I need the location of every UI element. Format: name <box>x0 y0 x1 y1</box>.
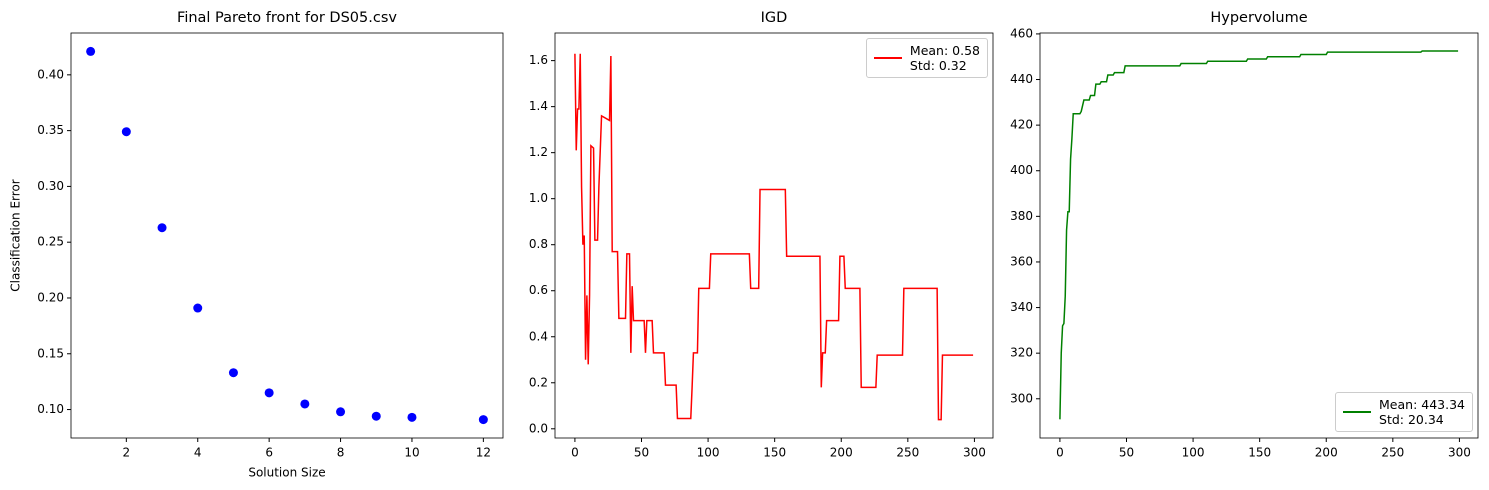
x-tick-label: 250 <box>896 446 919 460</box>
y-tick-label: 1.6 <box>529 53 548 67</box>
x-tick-label: 300 <box>963 446 986 460</box>
x-axis-label: Solution Size <box>248 466 325 480</box>
y-tick-label: 400 <box>1010 163 1033 177</box>
point <box>157 223 167 233</box>
y-tick-label: 0.25 <box>37 235 64 249</box>
x-tick-label: 150 <box>763 446 786 460</box>
y-tick-label: 0.15 <box>37 346 64 360</box>
y-tick-label: 0.30 <box>37 179 64 193</box>
y-tick-label: 0.0 <box>529 421 548 435</box>
point <box>300 399 310 409</box>
y-tick-label: 1.2 <box>529 145 548 159</box>
y-tick-label: 320 <box>1010 346 1033 360</box>
y-tick-label: 0.6 <box>529 283 548 297</box>
x-tick-label: 12 <box>476 446 491 460</box>
axes-frame <box>70 32 504 439</box>
y-tick-label: 300 <box>1010 391 1033 405</box>
y-tick-label: 360 <box>1010 254 1033 268</box>
x-tick-label: 8 <box>337 446 345 460</box>
legend: Mean: 0.58 Std: 0.32 <box>865 38 988 78</box>
y-tick-label: 1.0 <box>529 191 548 205</box>
y-tick-label: 0.20 <box>37 290 64 304</box>
legend-swatch <box>873 57 902 59</box>
x-tick-label: 6 <box>265 446 273 460</box>
chart-title: Final Pareto front for DS05.csv <box>177 10 397 26</box>
point <box>478 415 488 425</box>
y-tick-label: 0.35 <box>37 123 64 137</box>
chart-title: IGD <box>761 10 788 26</box>
y-tick-label: 340 <box>1010 300 1033 314</box>
axes-frame <box>1039 32 1479 439</box>
y-tick-label: 420 <box>1010 118 1033 132</box>
point <box>371 411 381 421</box>
legend-label: Mean: 443.34 Std: 20.34 <box>1379 397 1465 427</box>
y-tick-label: 460 <box>1010 26 1033 40</box>
point <box>121 127 131 137</box>
legend: Mean: 443.34 Std: 20.34 <box>1335 392 1473 432</box>
y-tick-label: 440 <box>1010 72 1033 86</box>
x-tick-label: 250 <box>1381 446 1404 460</box>
x-tick-label: 150 <box>1248 446 1271 460</box>
point <box>336 407 346 417</box>
x-tick-label: 300 <box>1448 446 1471 460</box>
point <box>193 303 203 313</box>
y-tick-label: 0.2 <box>529 375 548 389</box>
x-tick-label: 2 <box>123 446 131 460</box>
y-tick-label: 380 <box>1010 209 1033 223</box>
legend-label: Mean: 0.58 Std: 0.32 <box>909 43 980 73</box>
x-tick-label: 100 <box>697 446 720 460</box>
y-tick-label: 0.8 <box>529 237 548 251</box>
point <box>86 46 96 56</box>
point <box>407 412 417 422</box>
x-tick-label: 0 <box>1056 446 1064 460</box>
point <box>228 368 238 378</box>
y-axis-label: Classification Error <box>9 179 23 292</box>
y-tick-label: 0.10 <box>37 402 64 416</box>
chart-title: Hypervolume <box>1210 10 1307 26</box>
y-tick-label: 0.4 <box>529 329 548 343</box>
legend-swatch <box>1343 411 1372 413</box>
x-tick-label: 200 <box>830 446 853 460</box>
point <box>264 388 274 398</box>
x-tick-label: 10 <box>404 446 419 460</box>
y-tick-label: 1.4 <box>529 99 548 113</box>
y-tick-label: 0.40 <box>37 67 64 81</box>
x-tick-label: 0 <box>571 446 579 460</box>
line <box>1059 50 1459 420</box>
x-tick-label: 200 <box>1315 446 1338 460</box>
x-tick-label: 50 <box>1119 446 1134 460</box>
x-tick-label: 100 <box>1182 446 1205 460</box>
axes-frame <box>554 32 994 439</box>
x-tick-label: 4 <box>194 446 202 460</box>
line <box>574 53 974 421</box>
x-tick-label: 50 <box>634 446 649 460</box>
